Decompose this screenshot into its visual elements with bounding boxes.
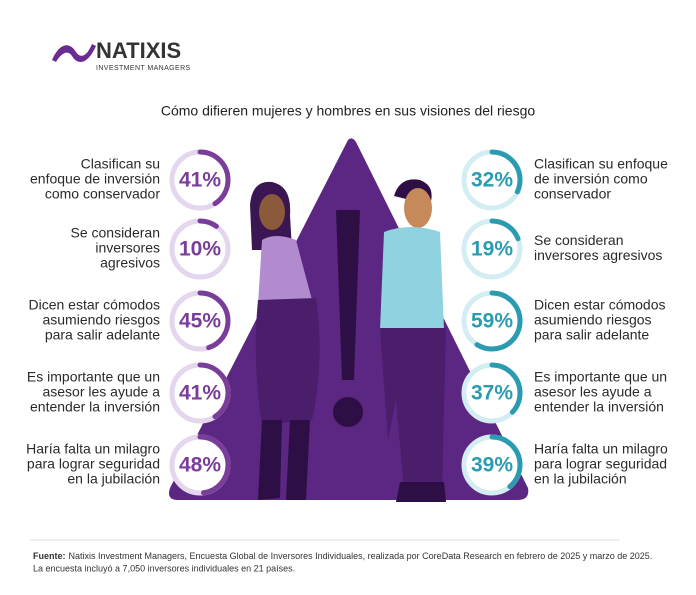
percent-label: 41% [179, 169, 221, 192]
logo-subtitle: INVESTMENT MANAGERS [96, 65, 191, 72]
percent-label: 48% [179, 454, 221, 477]
row-text: inversores agresivos [534, 247, 662, 263]
row-text: asesor les ayude a [42, 384, 160, 400]
percent-label: 59% [471, 310, 513, 333]
percent-label: 10% [179, 238, 221, 261]
row-text: inversores [95, 240, 160, 256]
ring-arc [461, 290, 523, 352]
ring-arc [169, 434, 231, 496]
row-text: Haría falta un milagro [26, 441, 160, 457]
percent-label: 19% [471, 238, 513, 261]
source-label: Fuente: [33, 551, 66, 561]
source-text: Natixis Investment Managers, Encuesta Gl… [69, 551, 653, 561]
woman-figure [250, 181, 320, 500]
ring-arc [169, 290, 231, 352]
row-text: Se consideran [534, 232, 624, 248]
row-text: conservador [534, 186, 611, 202]
ring-arc [461, 149, 523, 211]
row-text: Haría falta un milagro [534, 441, 668, 457]
row-text: agresivos [100, 255, 160, 271]
logo-name: NATIXIS [96, 38, 181, 63]
row-text: para salir adelante [534, 327, 649, 343]
footer-note: La encuesta incluyó a 7,050 inversores i… [33, 563, 295, 573]
ring-arc [169, 149, 231, 211]
row-text: Es importante que un [534, 369, 667, 385]
footer-source: Fuente: Natixis Investment Managers, Encu… [33, 551, 652, 561]
row-text: Dicen estar cómodos [28, 297, 160, 313]
percent-label: 39% [471, 454, 513, 477]
row-text: asumiendo riesgos [42, 312, 160, 328]
row-text: para lograr seguridad [534, 456, 667, 472]
row-text: como conservador [45, 186, 161, 202]
row-text: Clasifican su enfoque [534, 156, 668, 172]
ring-arc [461, 218, 523, 280]
percent-label: 32% [471, 169, 513, 192]
row-text: Se consideran [70, 225, 160, 241]
row-text: en la jubilación [534, 471, 627, 487]
row-text: Dicen estar cómodos [534, 297, 666, 313]
ring-arc [169, 362, 231, 424]
title: Cómo difieren mujeres y hombres en sus v… [161, 103, 535, 119]
row-text: asesor les ayude a [534, 384, 652, 400]
percent-label: 41% [179, 382, 221, 405]
row-text: para lograr seguridad [27, 456, 160, 472]
man-figure [380, 179, 446, 502]
row-text: entender la inversión [534, 399, 664, 415]
row-text: para salir adelante [45, 327, 160, 343]
row-text: enfoque de inversión [30, 171, 160, 187]
row-text: entender la inversión [30, 399, 160, 415]
ring-arc [461, 362, 523, 424]
logo-mark [52, 44, 96, 62]
row-text: en la jubilación [67, 471, 160, 487]
ring-arc [461, 434, 523, 496]
row-text: Es importante que un [27, 369, 160, 385]
row-text: Clasifican su [81, 156, 160, 172]
row-text: asumiendo riesgos [534, 312, 652, 328]
percent-label: 45% [179, 310, 221, 333]
percent-label: 37% [471, 382, 513, 405]
row-text: de inversión como [534, 171, 648, 187]
ring-arc [169, 218, 231, 280]
exclamation-dot [333, 397, 363, 427]
exclamation-bar [336, 210, 360, 380]
